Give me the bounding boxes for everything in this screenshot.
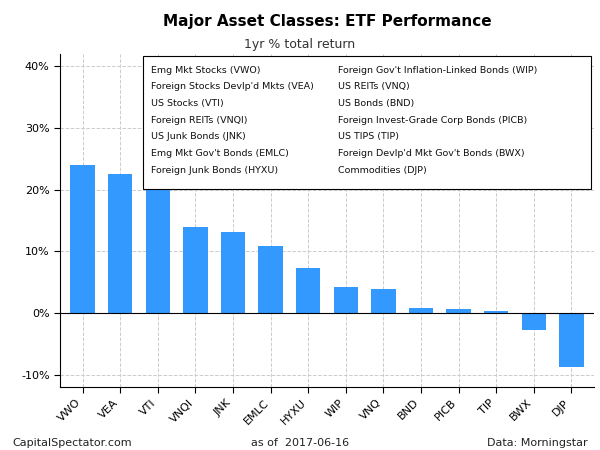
Text: Emg Mkt Stocks (VWO): Emg Mkt Stocks (VWO)	[151, 66, 260, 75]
Text: Foreign Devlp'd Mkt Gov't Bonds (BWX): Foreign Devlp'd Mkt Gov't Bonds (BWX)	[338, 149, 524, 158]
Bar	[183, 227, 208, 313]
Text: Foreign Gov't Inflation-Linked Bonds (WIP): Foreign Gov't Inflation-Linked Bonds (WI…	[338, 66, 537, 75]
Title: Major Asset Classes: ETF Performance: Major Asset Classes: ETF Performance	[163, 14, 491, 29]
Bar	[559, 313, 584, 367]
Text: Foreign Stocks Devlp'd Mkts (VEA): Foreign Stocks Devlp'd Mkts (VEA)	[151, 82, 314, 91]
Bar	[521, 313, 546, 330]
Bar	[334, 287, 358, 313]
Text: Foreign Invest-Grade Corp Bonds (PICB): Foreign Invest-Grade Corp Bonds (PICB)	[338, 116, 527, 125]
Text: US REITs (VNQ): US REITs (VNQ)	[338, 82, 409, 91]
Bar	[221, 232, 245, 313]
Text: Emg Mkt Gov't Bonds (EMLC): Emg Mkt Gov't Bonds (EMLC)	[151, 149, 289, 158]
Text: Data: Morningstar: Data: Morningstar	[487, 438, 588, 448]
Bar	[446, 309, 471, 313]
Bar	[371, 289, 395, 313]
Text: as of  2017-06-16: as of 2017-06-16	[251, 438, 349, 448]
Bar	[108, 174, 133, 313]
Bar	[484, 310, 508, 313]
Bar	[259, 247, 283, 313]
Text: CapitalSpectator.com: CapitalSpectator.com	[12, 438, 131, 448]
Bar	[409, 308, 433, 313]
FancyBboxPatch shape	[143, 56, 592, 189]
Text: 1yr % total return: 1yr % total return	[244, 38, 356, 51]
Bar	[70, 165, 95, 313]
Text: Foreign Junk Bonds (HYXU): Foreign Junk Bonds (HYXU)	[151, 166, 278, 175]
Text: Foreign REITs (VNQI): Foreign REITs (VNQI)	[151, 116, 247, 125]
Text: US TIPS (TIP): US TIPS (TIP)	[338, 132, 398, 141]
Text: US Stocks (VTI): US Stocks (VTI)	[151, 99, 224, 108]
Text: US Junk Bonds (JNK): US Junk Bonds (JNK)	[151, 132, 245, 141]
Bar	[146, 189, 170, 313]
Bar	[296, 268, 320, 313]
Text: Commodities (DJP): Commodities (DJP)	[338, 166, 427, 175]
Text: US Bonds (BND): US Bonds (BND)	[338, 99, 414, 108]
